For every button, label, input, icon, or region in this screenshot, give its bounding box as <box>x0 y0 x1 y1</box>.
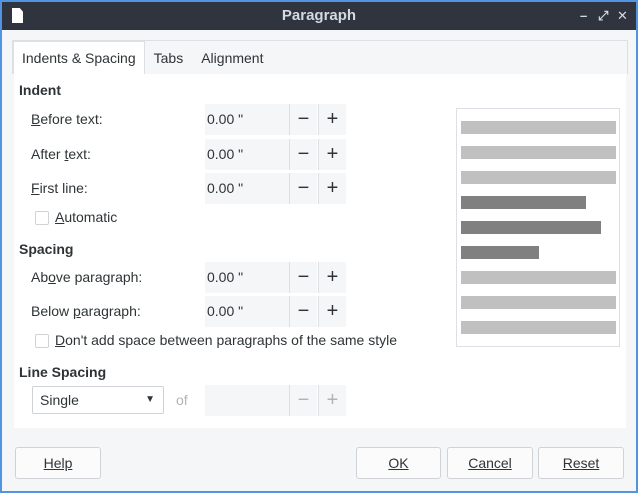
below-paragraph-input[interactable]: 0.00 " <box>205 296 289 327</box>
first-line-increment[interactable]: + <box>318 173 346 204</box>
tab-bar: Indents & Spacing Tabs Alignment <box>12 40 628 74</box>
ok-button[interactable]: OK <box>356 447 441 479</box>
indents-spacing-panel: Indent Before text: 0.00 " − + After tex… <box>14 74 626 428</box>
window-title: Paragraph <box>281 7 357 24</box>
line-spacing-select[interactable]: Single ▼ <box>32 386 164 414</box>
above-paragraph-input[interactable]: 0.00 " <box>205 262 289 293</box>
automatic-label[interactable]: Automatic <box>55 209 118 225</box>
above-paragraph-label: Above paragraph: <box>31 269 143 285</box>
preview-line <box>461 246 539 259</box>
above-paragraph-increment[interactable]: + <box>318 262 346 293</box>
cancel-button[interactable]: Cancel <box>447 447 533 479</box>
preview-line <box>461 121 616 134</box>
preview-line <box>461 221 601 234</box>
close-button[interactable]: ✕ <box>617 8 628 23</box>
below-paragraph-increment[interactable]: + <box>318 296 346 327</box>
line-spacing-decrement: − <box>289 385 317 416</box>
before-text-label: Before text: <box>31 111 103 127</box>
tab-indents-spacing[interactable]: Indents & Spacing <box>13 41 145 74</box>
preview-line <box>461 146 616 159</box>
line-spacing-heading: Line Spacing <box>19 364 107 380</box>
chevron-down-icon: ▼ <box>145 394 155 405</box>
paragraph-preview <box>456 108 620 347</box>
after-text-label: After text: <box>31 146 91 162</box>
preview-line <box>461 321 616 334</box>
first-line-input[interactable]: 0.00 " <box>205 173 289 204</box>
automatic-checkbox[interactable] <box>35 211 49 225</box>
above-paragraph-decrement[interactable]: − <box>289 262 317 293</box>
preview-line <box>461 271 616 284</box>
maximize-button[interactable]: ⤢ <box>598 8 609 23</box>
line-spacing-value: Single <box>40 392 79 408</box>
title-bar: Paragraph – ⤢ ✕ <box>2 2 636 30</box>
after-text-input[interactable]: 0.00 " <box>205 139 289 170</box>
of-label: of <box>176 392 188 408</box>
preview-line <box>461 296 616 309</box>
help-button[interactable]: Help <box>15 447 101 479</box>
line-spacing-value-input <box>205 385 289 416</box>
before-text-decrement[interactable]: − <box>289 104 317 135</box>
before-text-increment[interactable]: + <box>318 104 346 135</box>
below-paragraph-label: Below paragraph: <box>31 303 141 319</box>
tab-tabs[interactable]: Tabs <box>153 50 184 66</box>
dont-add-space-checkbox[interactable] <box>35 334 49 348</box>
reset-button[interactable]: Reset <box>538 447 624 479</box>
minimize-button[interactable]: – <box>580 8 588 23</box>
indent-heading: Indent <box>19 82 61 98</box>
after-text-increment[interactable]: + <box>318 139 346 170</box>
line-spacing-increment: + <box>318 385 346 416</box>
before-text-input[interactable]: 0.00 " <box>205 104 289 135</box>
below-paragraph-decrement[interactable]: − <box>289 296 317 327</box>
tab-alignment[interactable]: Alignment <box>201 50 264 66</box>
after-text-decrement[interactable]: − <box>289 139 317 170</box>
preview-line <box>461 196 586 209</box>
document-icon <box>12 8 23 23</box>
spacing-heading: Spacing <box>19 241 74 257</box>
first-line-label: First line: <box>31 180 88 196</box>
preview-line <box>461 171 616 184</box>
first-line-decrement[interactable]: − <box>289 173 317 204</box>
dont-add-space-label[interactable]: Don't add space between paragraphs of th… <box>55 332 398 348</box>
